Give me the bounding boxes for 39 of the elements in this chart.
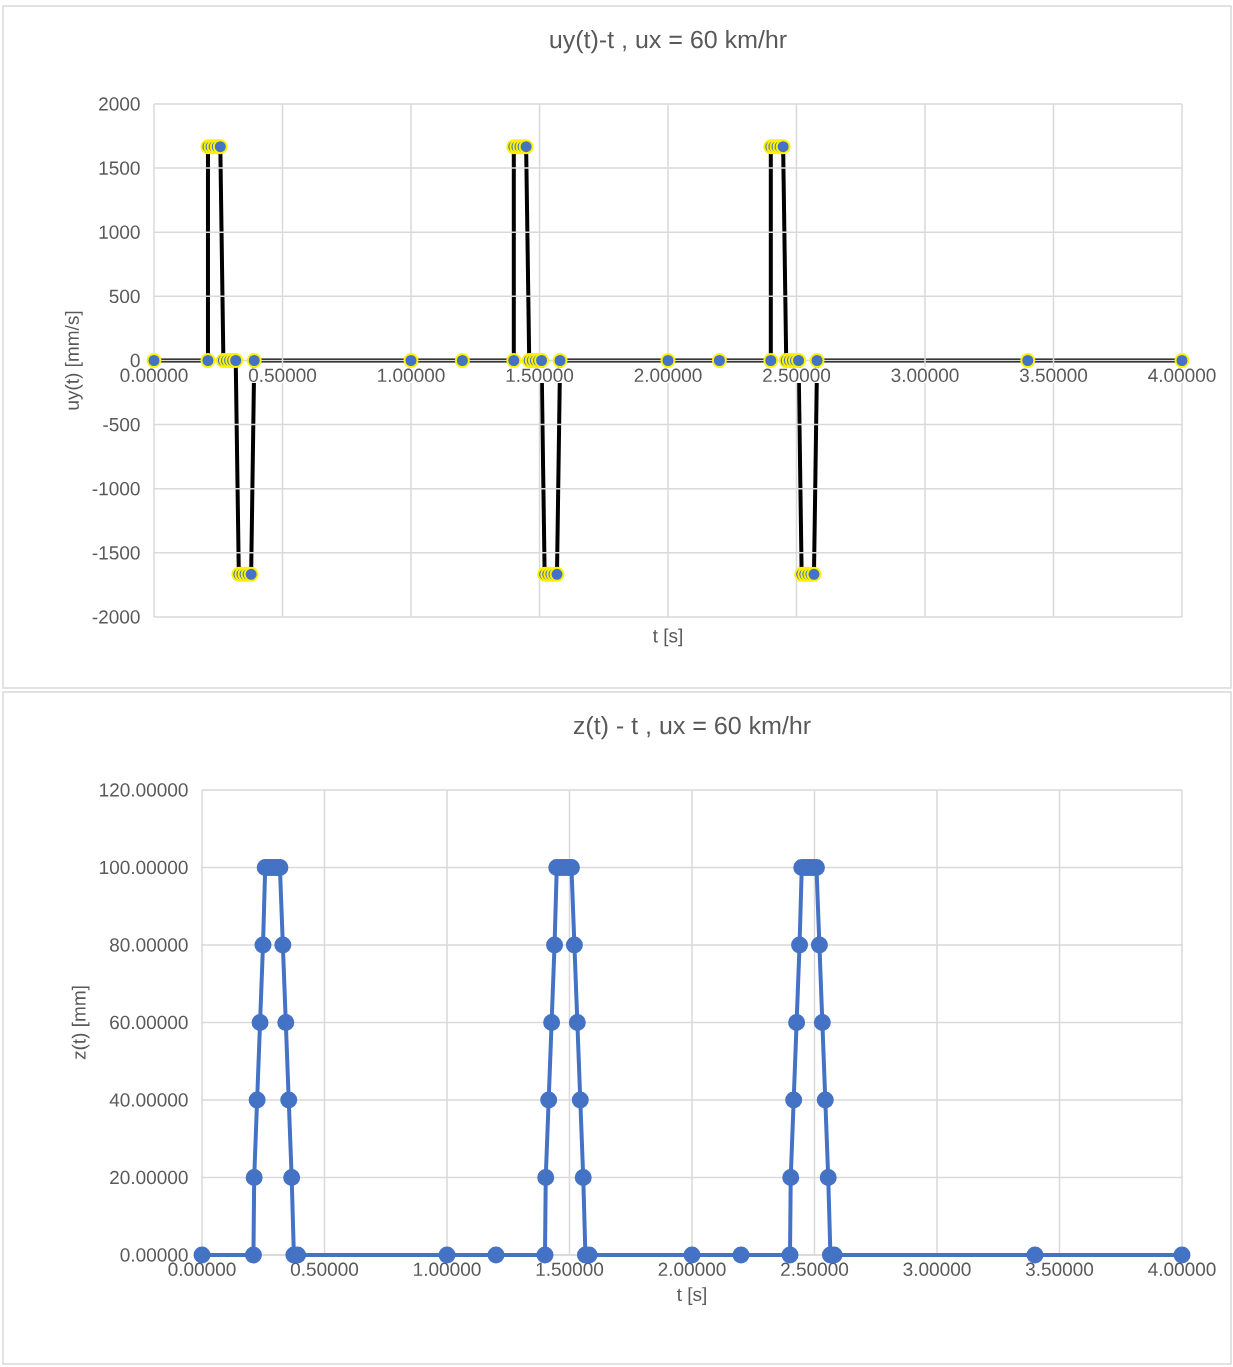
- x-tick-label: 3.50000: [1025, 1262, 1094, 1277]
- y-tick-label: 120.00000: [100, 783, 188, 797]
- y-tick-label: 0.00000: [120, 1248, 188, 1262]
- y-tick-label: -500: [103, 417, 140, 432]
- y-tick-label: 80.00000: [110, 938, 188, 952]
- y-tick-label: -1500: [92, 546, 140, 560]
- x-axis-title: t [s]: [652, 628, 682, 647]
- y-tick-label: 0: [130, 353, 140, 368]
- y-tick-label: 1000: [99, 225, 140, 239]
- x-tick-label: 0.50000: [290, 1262, 359, 1277]
- x-tick-label: 2.00000: [658, 1262, 726, 1277]
- x-tick-label: 4.00000: [1148, 368, 1216, 383]
- y-tick-label: 40.00000: [109, 1093, 188, 1107]
- y-axis-title: uy(t) [mm/s]: [64, 311, 83, 410]
- x-tick-label: 1.00000: [378, 368, 445, 383]
- x-tick-label: 3.50000: [1019, 368, 1088, 383]
- y-tick-label: 100.00000: [100, 860, 188, 875]
- y-tick-label: 60.00000: [110, 1015, 188, 1030]
- x-tick-label: 3.00000: [891, 368, 959, 383]
- x-tick-label: 1.50000: [506, 368, 574, 383]
- x-tick-label: 2.50000: [781, 1262, 849, 1277]
- x-tick-label: 1.00000: [414, 1262, 481, 1277]
- x-axis-title: t [s]: [676, 1287, 706, 1305]
- y-axis-title: z(t) [mm]: [71, 986, 90, 1060]
- y-tick-label: 2000: [99, 97, 140, 111]
- y-tick-label: -1000: [92, 482, 140, 496]
- y-tick-label: 20.00000: [110, 1170, 188, 1185]
- x-tick-label: 2.00000: [634, 368, 702, 383]
- x-tick-label: 0.00000: [168, 1262, 236, 1277]
- x-tick-label: 4.00000: [1148, 1262, 1216, 1277]
- x-tick-label: 0.50000: [248, 368, 317, 383]
- y-tick-label: 500: [109, 289, 140, 304]
- x-tick-label: 3.00000: [903, 1262, 971, 1277]
- x-tick-label: 1.50000: [536, 1262, 604, 1277]
- y-tick-label: -2000: [92, 610, 140, 624]
- chart-title: z(t) - t , ux = 60 km/hr: [573, 715, 811, 740]
- x-tick-label: 2.50000: [763, 368, 831, 383]
- chart-title: uy(t)-t , ux = 60 km/hr: [550, 29, 787, 54]
- y-tick-label: 1500: [99, 161, 140, 175]
